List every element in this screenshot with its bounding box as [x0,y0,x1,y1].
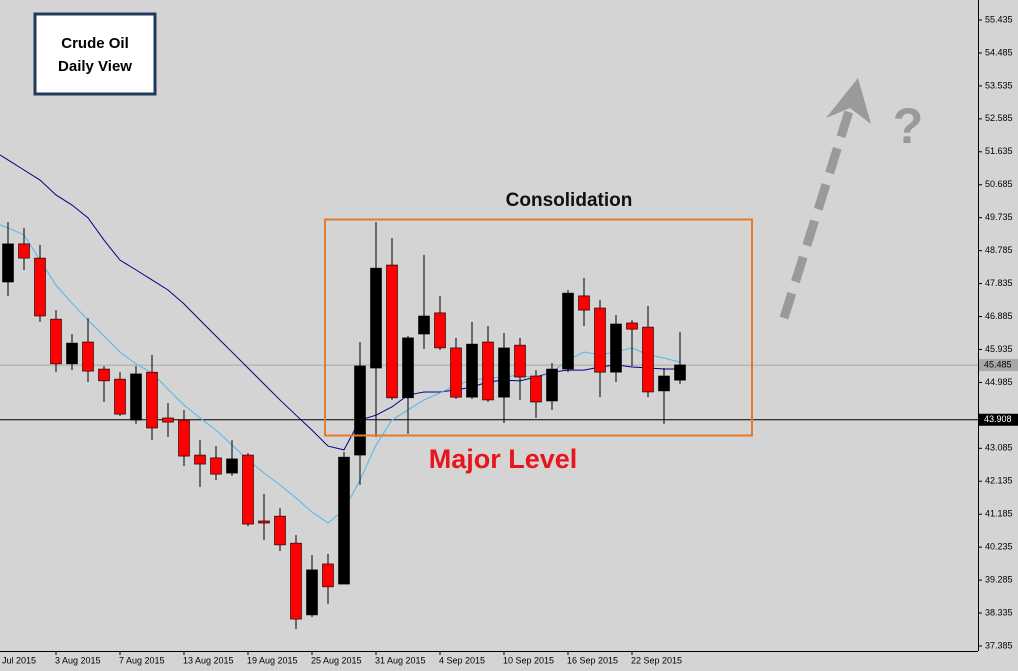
y-tick-label: 45.935 [985,344,1013,354]
candle-body [18,243,30,259]
y-tick-label: 40.235 [985,542,1013,552]
title-box [33,12,157,96]
candle-body [130,373,142,421]
candle-body [66,342,78,365]
candle-body [450,347,462,398]
y-tick-label: 51.635 [985,146,1013,156]
candle-body [402,337,414,399]
y-tick-label: 49.735 [985,212,1013,222]
candle-body [162,417,174,423]
title-line: Daily View [58,58,132,75]
candle-body [514,344,526,378]
candle-body [114,378,126,415]
candle-body [434,312,446,349]
candle-body [50,318,62,365]
candle-body [274,515,286,546]
candle-body [482,341,494,401]
candle-body [226,458,238,474]
candle-body [194,454,206,465]
candle-body [386,264,398,399]
candle-body [674,364,686,381]
y-tick-label: 37.385 [985,640,1013,650]
price-marker-label: 43.908 [984,414,1012,424]
y-tick-label: 44.985 [985,377,1013,387]
y-tick-label: 53.535 [985,80,1013,90]
candle-body [498,347,510,398]
candle-body [146,371,158,429]
x-tick-label: 16 Sep 2015 [567,655,618,665]
x-tick-label: 25 Aug 2015 [311,655,362,665]
candle-body [530,375,542,403]
candle-body [594,307,606,373]
x-tick-label: 10 Sep 2015 [503,655,554,665]
x-tick-label: Jul 2015 [2,655,36,665]
candle-body [2,243,14,283]
y-tick-label: 42.135 [985,476,1013,486]
y-tick-label: 46.885 [985,311,1013,321]
price-marker [979,359,1018,372]
candle-body [546,368,558,402]
candle-body [562,292,574,370]
x-tick-label: 31 Aug 2015 [375,655,426,665]
candle-body [306,569,318,616]
x-tick-label: 22 Sep 2015 [631,655,682,665]
y-tick-label: 55.435 [985,14,1013,24]
price-marker-label: 45.485 [984,359,1012,369]
x-tick-label: 4 Sep 2015 [439,655,485,665]
question-mark: ? [893,98,924,154]
y-tick-label: 47.835 [985,278,1013,288]
y-tick-label: 48.785 [985,245,1013,255]
candle-body [82,341,94,372]
candle-body [98,368,110,382]
candle-body [642,326,654,393]
x-tick-label: 13 Aug 2015 [183,655,234,665]
candle-body [210,457,222,475]
candle-body [610,323,622,373]
candle-body [338,456,350,585]
y-tick-label: 43.085 [985,443,1013,453]
candle-body [370,267,382,369]
x-tick-label: 7 Aug 2015 [119,655,165,665]
y-tick-label: 39.285 [985,574,1013,584]
candle-body [418,315,430,335]
price-marker [979,413,1018,426]
candle-body [242,454,254,525]
candle-body [34,257,46,317]
x-tick-label: 3 Aug 2015 [55,655,101,665]
candle-body [466,343,478,398]
y-tick-label: 50.685 [985,179,1013,189]
consolidation-label: Consolidation [506,190,633,211]
forecast-arrow-head [826,78,871,124]
candle-body [322,563,334,588]
x-tick-label: 19 Aug 2015 [247,655,298,665]
consolidation-box [324,218,753,437]
plot-area [0,154,978,630]
candle-body [658,375,670,392]
candle-body [290,542,302,620]
major-level-label: Major Level [429,444,578,474]
candle-body [258,520,270,524]
moving-average [0,154,680,451]
axes: 55.435 54.485 53.535 52.585 51.635 50.685 49.7… [2,14,1018,665]
candle-body [578,295,590,311]
y-tick-label: 41.185 [985,509,1013,519]
candle-body [354,365,366,456]
y-tick-label: 38.335 [985,607,1013,617]
candle-body [626,322,638,330]
candle-body [178,419,190,457]
y-tick-label: 54.485 [985,47,1013,57]
title-line: Crude Oil [61,35,129,52]
y-tick-label: 52.585 [985,113,1013,123]
